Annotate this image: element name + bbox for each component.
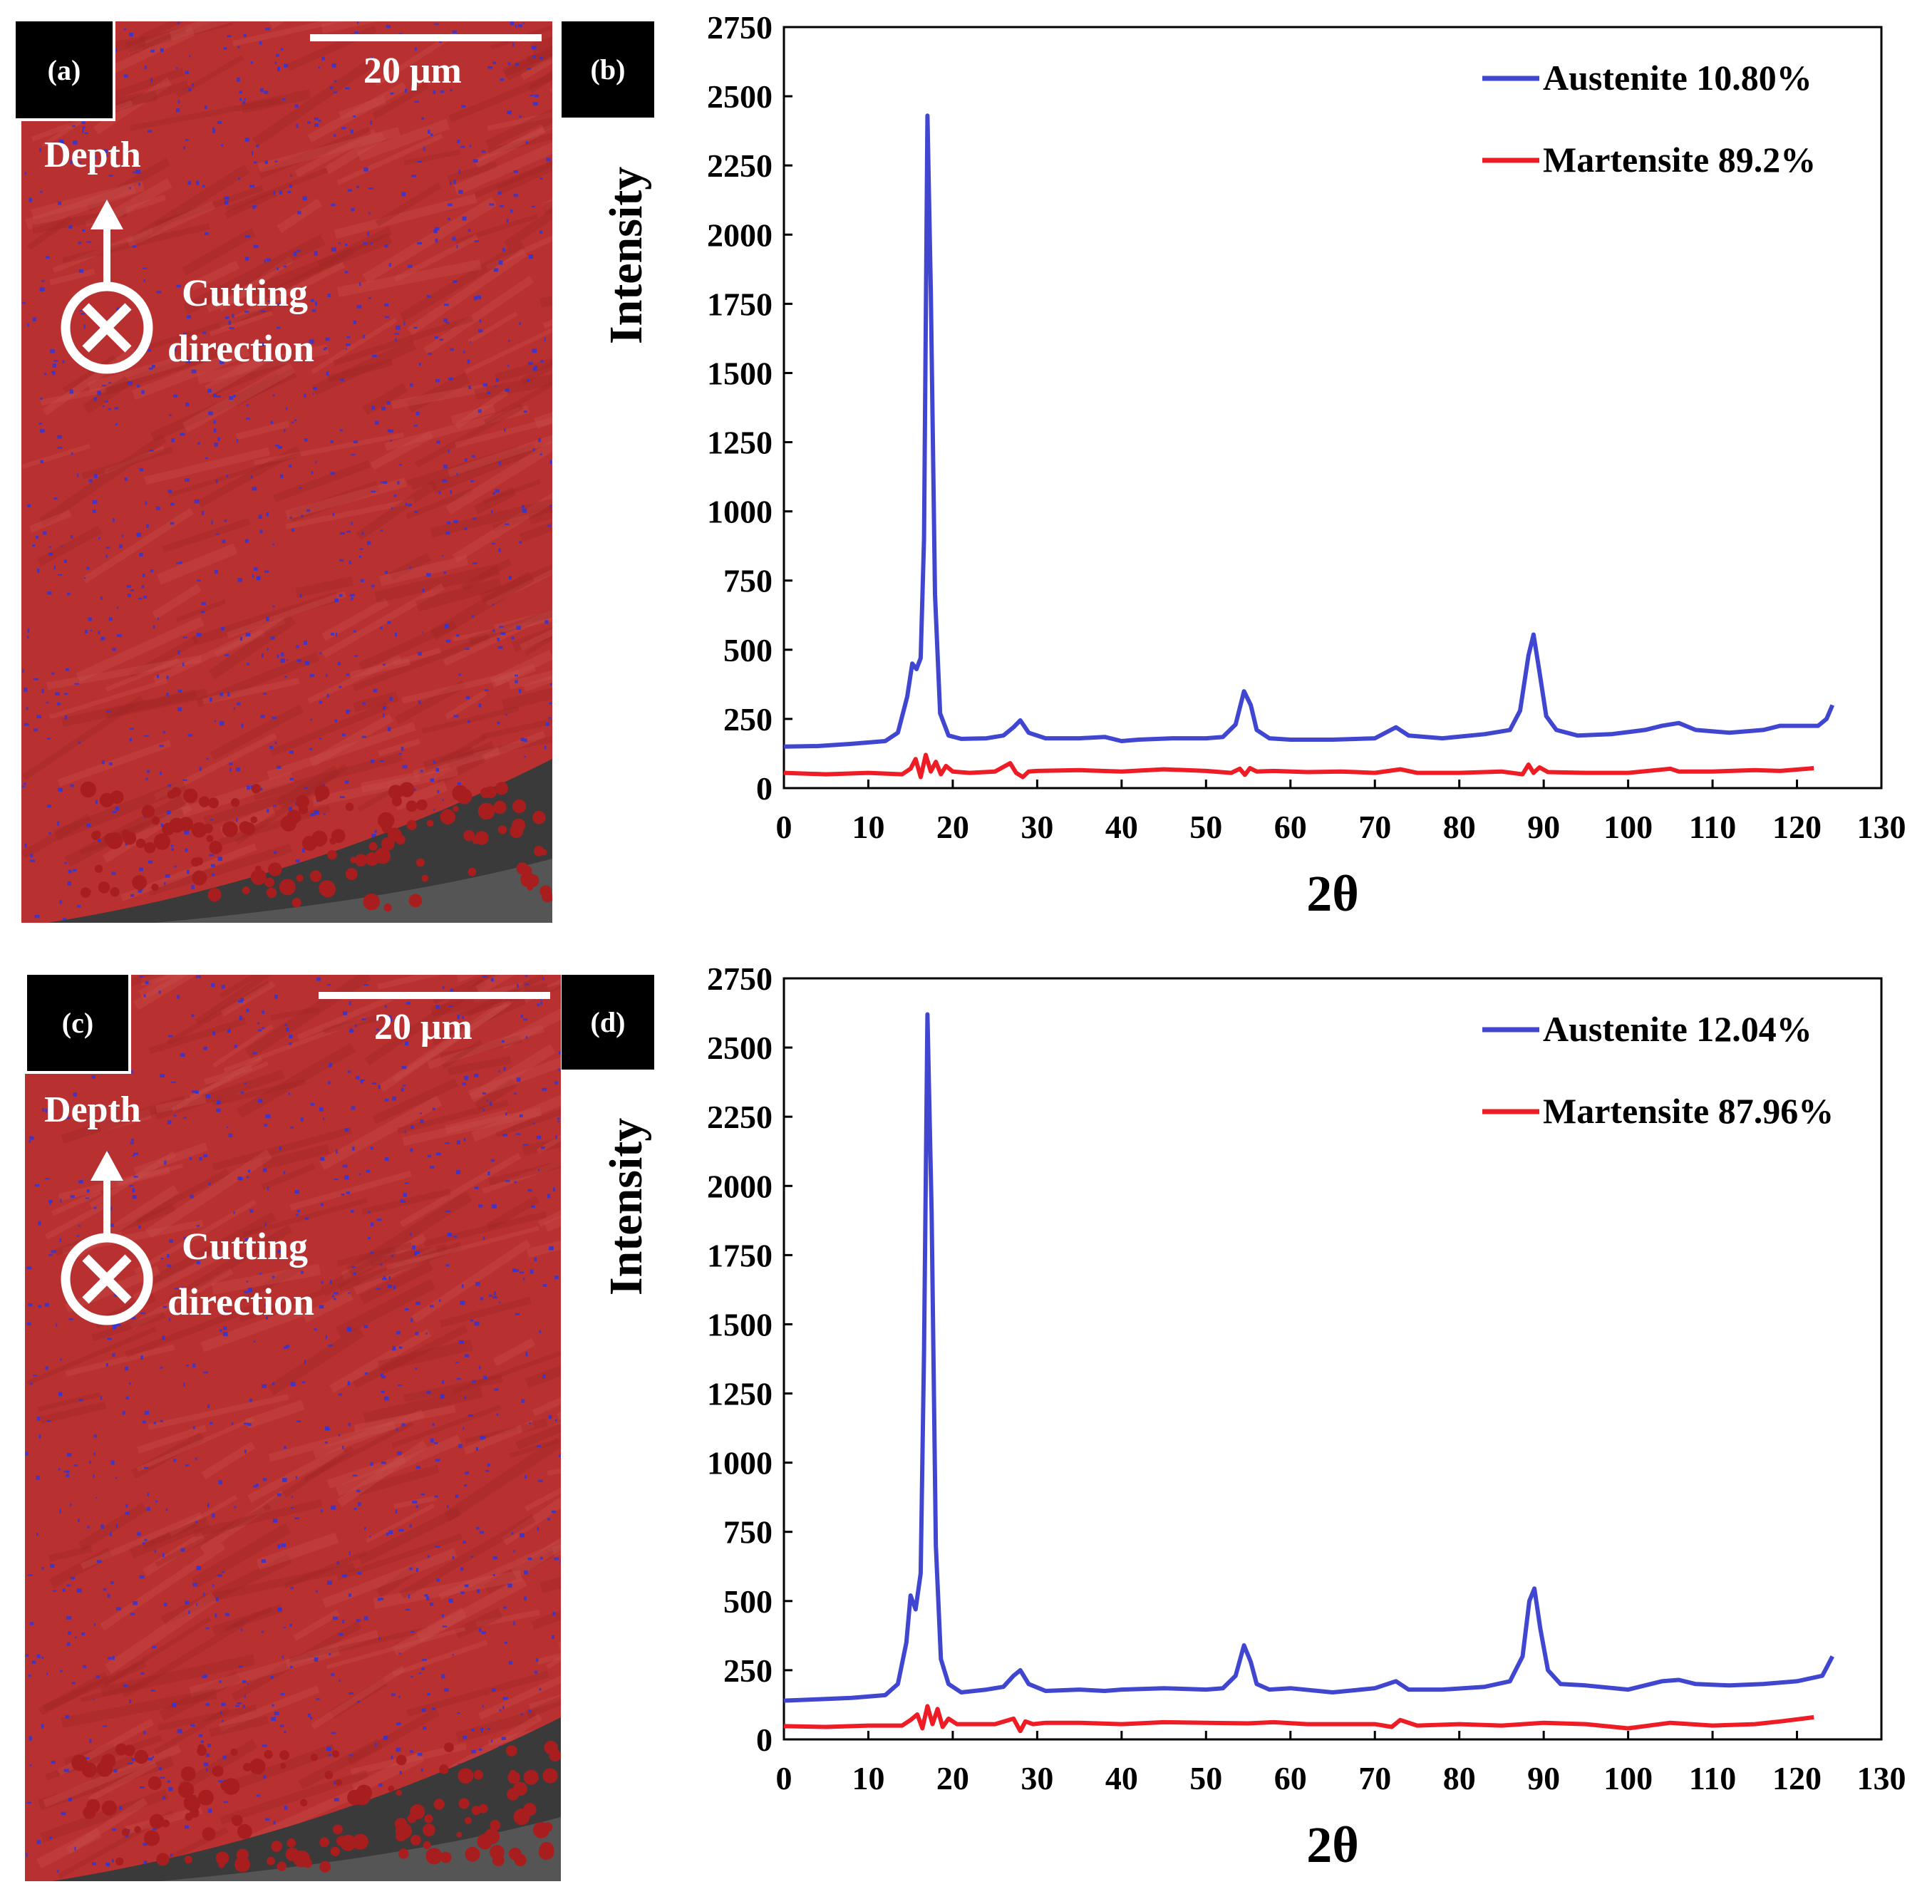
x-tick-label: 70 xyxy=(1358,1760,1391,1796)
y-tick-label: 0 xyxy=(756,1722,773,1758)
y-tick-label: 2250 xyxy=(707,1099,773,1135)
legend-entry: Austenite 12.04% xyxy=(1543,1009,1812,1049)
panel-tag-b: (b) xyxy=(562,21,654,118)
panel-tag-c: (c) xyxy=(24,972,131,1074)
x-tick-label: 80 xyxy=(1443,809,1476,845)
x-tick-label: 100 xyxy=(1603,1760,1653,1796)
series-line-austenite xyxy=(783,113,1835,749)
y-tick-label: 0 xyxy=(756,770,773,807)
x-tick-label: 110 xyxy=(1689,1760,1736,1796)
y-tick-label: 1500 xyxy=(707,355,773,391)
panel-tag-a: (a) xyxy=(13,19,115,121)
y-tick-label: 2500 xyxy=(707,78,773,115)
legend-entry: Martensite 89.2% xyxy=(1543,140,1816,180)
x-tick-label: 100 xyxy=(1603,809,1653,845)
y-tick-label: 1250 xyxy=(707,1376,773,1412)
x-tick-label: 60 xyxy=(1274,809,1307,845)
x-tick-label: 130 xyxy=(1857,809,1906,845)
y-tick-label: 750 xyxy=(723,563,773,599)
x-tick-label: 70 xyxy=(1358,809,1391,845)
y-tick-label: 1750 xyxy=(707,286,773,322)
x-tick-label: 110 xyxy=(1689,809,1736,845)
scale-label-a: 20 μm xyxy=(363,51,462,91)
scale-label-c: 20 μm xyxy=(374,1007,472,1047)
x-tick-label: 10 xyxy=(852,1760,884,1796)
x-tick-label: 130 xyxy=(1857,1760,1906,1796)
depth-label-c: Depth xyxy=(44,1090,141,1130)
y-axis-label: Intensity xyxy=(600,1118,652,1295)
x-tick-label: 40 xyxy=(1105,809,1138,845)
xrd-chart-d: 0250500750100012501500175020002250250027… xyxy=(600,961,1906,1873)
cutting-label-c-2: direction xyxy=(167,1280,314,1323)
y-tick-label: 250 xyxy=(723,701,773,738)
x-tick-label: 80 xyxy=(1443,1760,1476,1796)
cutting-label-a-2: direction xyxy=(167,327,314,370)
y-tick-label: 2000 xyxy=(707,217,773,253)
x-tick-label: 60 xyxy=(1274,1760,1307,1796)
x-axis-label: 2θ xyxy=(1306,1816,1359,1873)
x-tick-label: 20 xyxy=(936,1760,969,1796)
series-line-martensite xyxy=(783,1704,1814,1734)
x-axis-label: 2θ xyxy=(1306,865,1359,922)
x-tick-label: 30 xyxy=(1021,809,1053,845)
depth-label-a: Depth xyxy=(44,135,141,175)
y-tick-label: 1000 xyxy=(707,494,773,530)
depth-arrow-icon xyxy=(91,200,123,284)
x-tick-label: 50 xyxy=(1189,809,1222,845)
series-line-martensite xyxy=(783,752,1814,780)
legend-entry: Austenite 10.80% xyxy=(1543,58,1812,98)
x-tick-label: 90 xyxy=(1527,1760,1560,1796)
legend-entry: Martensite 87.96% xyxy=(1543,1091,1834,1131)
cutting-direction-icon xyxy=(61,281,153,374)
cutting-label-c-1: Cutting xyxy=(182,1225,309,1268)
y-tick-label: 2750 xyxy=(707,9,773,46)
y-tick-label: 500 xyxy=(723,632,773,668)
y-tick-label: 1000 xyxy=(707,1445,773,1481)
xrd-chart-b: 0250500750100012501500175020002250250027… xyxy=(600,9,1906,922)
x-tick-label: 120 xyxy=(1772,1760,1822,1796)
y-tick-label: 1250 xyxy=(707,425,773,461)
scale-bar-c xyxy=(319,992,550,999)
x-tick-label: 30 xyxy=(1021,1760,1053,1796)
phase-map-a xyxy=(21,21,552,923)
y-tick-label: 2250 xyxy=(707,148,773,184)
scale-bar-a xyxy=(310,34,542,41)
phase-map-c xyxy=(25,975,561,1881)
cutting-direction-icon xyxy=(61,1233,153,1325)
plot-frame xyxy=(782,977,1883,1741)
y-tick-label: 2500 xyxy=(707,1030,773,1066)
y-axis-label: Intensity xyxy=(600,167,652,344)
x-tick-label: 20 xyxy=(936,809,969,845)
y-tick-label: 250 xyxy=(723,1652,773,1689)
x-tick-label: 120 xyxy=(1772,809,1822,845)
series-line-austenite xyxy=(783,1012,1834,1703)
y-tick-label: 500 xyxy=(723,1583,773,1620)
panel-tag-d: (d) xyxy=(562,975,654,1070)
x-tick-label: 50 xyxy=(1189,1760,1222,1796)
x-tick-label: 90 xyxy=(1527,809,1560,845)
y-tick-label: 1750 xyxy=(707,1237,773,1273)
x-tick-label: 10 xyxy=(852,809,884,845)
x-tick-label: 0 xyxy=(776,1760,792,1796)
y-tick-label: 2000 xyxy=(707,1168,773,1204)
y-tick-label: 2750 xyxy=(707,961,773,997)
phase-map-c-image xyxy=(25,975,561,1881)
x-tick-label: 0 xyxy=(776,809,792,845)
cutting-label-a-1: Cutting xyxy=(182,271,309,314)
x-tick-label: 40 xyxy=(1105,1760,1138,1796)
y-tick-label: 750 xyxy=(723,1514,773,1551)
y-tick-label: 1500 xyxy=(707,1306,773,1342)
phase-map-a-image xyxy=(21,21,552,923)
plot-frame xyxy=(782,26,1883,790)
depth-arrow-icon xyxy=(91,1151,123,1235)
